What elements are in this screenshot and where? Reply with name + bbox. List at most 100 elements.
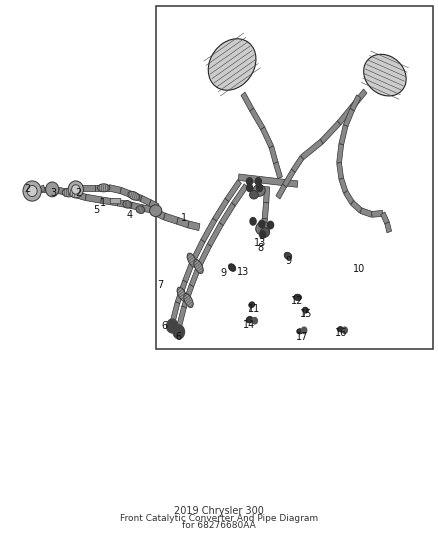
Bar (95, 184, 109, 191)
Bar (360, 208, 372, 217)
Bar (337, 144, 344, 163)
Bar (381, 212, 389, 224)
Bar (131, 202, 143, 211)
Ellipse shape (184, 294, 193, 308)
Text: 10: 10 (353, 264, 365, 274)
Bar (320, 121, 341, 144)
Ellipse shape (302, 307, 308, 313)
Text: 1: 1 (100, 198, 106, 208)
Ellipse shape (177, 287, 187, 301)
Bar (58, 187, 71, 196)
Text: 14: 14 (244, 320, 256, 330)
Bar (208, 222, 223, 247)
Text: 7: 7 (157, 280, 163, 290)
Bar (385, 222, 392, 233)
Bar (177, 217, 189, 228)
Ellipse shape (256, 222, 270, 235)
Circle shape (268, 221, 274, 229)
Ellipse shape (62, 188, 75, 197)
Text: 6: 6 (176, 332, 182, 342)
Ellipse shape (208, 39, 256, 90)
Ellipse shape (297, 329, 303, 334)
Ellipse shape (46, 182, 59, 197)
Bar (191, 239, 205, 263)
Ellipse shape (249, 302, 255, 308)
Bar (101, 197, 118, 206)
Circle shape (342, 327, 347, 334)
Bar (82, 184, 95, 191)
Circle shape (173, 325, 184, 339)
Bar (276, 184, 286, 199)
Circle shape (259, 220, 265, 228)
Ellipse shape (123, 200, 132, 208)
Bar (170, 302, 180, 324)
Circle shape (166, 319, 178, 333)
Text: 9: 9 (220, 268, 226, 278)
Bar (201, 218, 217, 243)
Bar (241, 92, 254, 111)
Bar (351, 200, 362, 213)
Ellipse shape (71, 185, 80, 194)
Circle shape (247, 184, 253, 191)
Ellipse shape (260, 228, 270, 237)
Bar (152, 208, 166, 220)
Bar (269, 146, 278, 164)
Ellipse shape (194, 260, 203, 273)
Text: 1: 1 (181, 213, 187, 223)
Circle shape (301, 327, 307, 334)
Text: 2019 Chrysler 300: 2019 Chrysler 300 (174, 506, 264, 516)
Text: 2: 2 (75, 188, 81, 198)
Ellipse shape (293, 294, 301, 301)
Bar (120, 188, 132, 198)
Bar (164, 213, 178, 224)
Bar (337, 163, 344, 179)
Bar (232, 184, 248, 206)
Bar (40, 187, 46, 192)
Text: 17: 17 (296, 332, 308, 342)
Ellipse shape (23, 181, 41, 201)
Bar (182, 285, 194, 308)
Text: for 68276680AA: for 68276680AA (182, 521, 256, 530)
Text: 13: 13 (254, 238, 267, 247)
Bar (189, 264, 201, 287)
Bar (70, 190, 86, 200)
Ellipse shape (228, 264, 236, 271)
Bar (175, 280, 187, 304)
Ellipse shape (27, 185, 37, 197)
Circle shape (257, 184, 263, 191)
Bar (155, 6, 433, 349)
Circle shape (260, 231, 266, 238)
Bar (140, 196, 151, 206)
Text: 5: 5 (93, 205, 99, 215)
Bar (183, 260, 195, 282)
Bar (261, 127, 273, 148)
Bar (188, 221, 200, 231)
Bar (109, 185, 121, 193)
Circle shape (255, 177, 261, 185)
Ellipse shape (337, 327, 343, 332)
Ellipse shape (136, 206, 145, 213)
Bar (262, 203, 269, 219)
Bar (219, 203, 235, 226)
Bar (300, 139, 323, 160)
Bar (283, 169, 295, 188)
Circle shape (252, 318, 258, 324)
Ellipse shape (98, 184, 110, 192)
Bar (264, 187, 270, 203)
Bar (350, 89, 367, 109)
Ellipse shape (250, 190, 258, 199)
Ellipse shape (68, 181, 83, 198)
Text: 6: 6 (161, 321, 167, 331)
Text: Front Catalytic Converter And Pipe Diagram: Front Catalytic Converter And Pipe Diagr… (120, 514, 318, 523)
Text: 16: 16 (335, 328, 347, 338)
Bar (273, 162, 283, 179)
Text: 15: 15 (300, 309, 312, 319)
Text: 2: 2 (24, 184, 30, 195)
Ellipse shape (253, 184, 265, 196)
Bar (371, 211, 383, 217)
Bar (260, 218, 268, 236)
Bar (213, 198, 229, 222)
Bar (197, 244, 212, 267)
Bar (149, 200, 159, 210)
Text: 3: 3 (50, 188, 56, 198)
